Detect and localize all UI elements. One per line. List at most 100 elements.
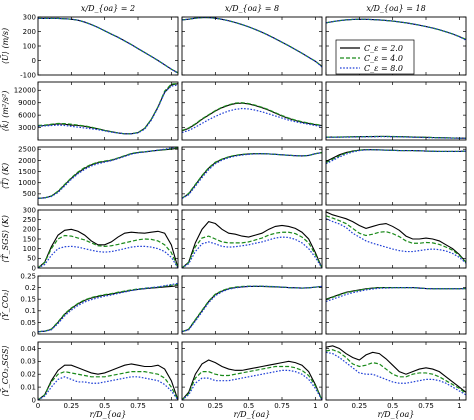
series-line-3-r5-c3	[326, 287, 466, 303]
series-line-3-r3-c2	[182, 151, 322, 199]
y-tick-label: 0	[32, 264, 36, 272]
series-line-2-r5-c3	[326, 287, 466, 301]
y-tick-label: 0.2	[25, 284, 36, 292]
series-line-3-r4-c3	[326, 218, 466, 264]
panel-frame	[37, 341, 179, 401]
y-axis-label-row-2: ⟨k̃⟩ (m²/s²)	[0, 91, 10, 132]
y-tick-label: 0.05	[20, 319, 36, 327]
series-line-3-r6-c3	[326, 351, 466, 396]
series-line-2-r1-c1	[38, 17, 178, 74]
series-line-1-r5-c1	[38, 285, 178, 333]
panel-frame	[181, 81, 323, 141]
series-line-1-r6-c2	[182, 359, 322, 400]
series-line-1-r1-c1	[38, 17, 178, 74]
panel-frame	[325, 146, 467, 206]
panel-frame	[181, 16, 323, 76]
panel-frame	[181, 341, 323, 401]
series-line-1-r2-c2	[182, 102, 322, 132]
series-line-2-r5-c2	[182, 285, 322, 333]
series-line-3-r6-c1	[38, 376, 178, 400]
y-tick-label: 2500	[18, 146, 36, 154]
x-axis-label-col-1: r/D_{oa}	[90, 410, 127, 419]
y-tick-label: 150	[23, 235, 36, 243]
series-line-3-r2-c3	[326, 136, 466, 139]
series-line-2-r4-c3	[326, 215, 466, 263]
series-line-3-r2-c2	[182, 107, 322, 134]
panel-r2-c1: 12000 9000 6000 3000	[14, 81, 179, 141]
y-tick-label: 6000	[18, 112, 36, 120]
panel-r6-c3: 0 0.25 0.5 0.75 1 r/D_{oa}	[324, 341, 467, 419]
y-tick-label: 200	[23, 28, 36, 36]
series-line-1-r1-c3	[326, 18, 466, 40]
panel-r2-c2	[181, 81, 323, 141]
series-line-1-r4-c2	[182, 220, 322, 268]
y-tick-label: -100	[20, 71, 36, 79]
legend-box	[335, 39, 415, 75]
panel-r3-c1: 2500 2000 1500 1000 500	[18, 146, 179, 206]
y-tick-label: 250	[23, 216, 36, 224]
series-line-2-r2-c1	[38, 83, 178, 135]
y-tick-label: 0.25	[20, 272, 36, 280]
series-line-1-r6-c1	[38, 363, 178, 400]
series-line-3-r3-c1	[38, 147, 178, 199]
panel-r1-c1: 300 200 100 0 -100	[20, 13, 179, 79]
legend-label-1: C_ε = 2.0	[364, 44, 403, 53]
y-tick-label: 0.1	[25, 307, 36, 315]
panel-r5-c2	[181, 275, 323, 335]
y-axis-label-row-5: ⟨Ỹ_CO₂⟩	[1, 289, 10, 320]
panel-r5-c1: 0.25 0.2 0.15 0.1 0.05 0	[20, 272, 179, 338]
series-line-2-r2-c2	[182, 102, 322, 132]
series-line-1-r3-c2	[182, 152, 322, 199]
legend-label-3: C_ε = 8.0	[364, 64, 403, 73]
x-tick-label: 0.25	[64, 402, 80, 410]
x-tick-label: 0.75	[274, 402, 290, 410]
panel-frame	[37, 275, 179, 335]
column-title-2: x/D_{oa} = 8	[225, 4, 279, 13]
y-tick-label: 3000	[18, 124, 36, 132]
y-tick-label: 500	[23, 190, 36, 198]
series-line-3-r5-c1	[38, 282, 178, 333]
x-tick-label: 1	[313, 402, 317, 410]
panel-frame	[37, 16, 179, 76]
panel-frame	[37, 146, 179, 206]
x-tick-label: 0.75	[418, 402, 434, 410]
x-tick-label: 0	[324, 402, 328, 410]
y-axis-label-row-1: ⟨Ũ⟩ (m/s)	[1, 28, 10, 64]
series-line-1-r6-c3	[326, 345, 466, 393]
y-tick-label: 50	[27, 255, 36, 263]
x-tick-label: 1	[457, 402, 461, 410]
series-line-2-r4-c2	[182, 231, 322, 268]
y-axis-label-row-6: ⟨Ỹ_CO₂,SGS⟩	[1, 345, 10, 396]
x-tick-label: 0.5	[387, 402, 398, 410]
y-tick-label: 2000	[18, 157, 36, 165]
x-tick-label: 0	[180, 402, 184, 410]
y-axis-label-row-4: ⟨T̃_SGS⟩ (K)	[1, 215, 10, 263]
panel-frame	[37, 81, 179, 141]
panel-r2-c3	[325, 81, 467, 141]
series-line-2-r3-c3	[326, 149, 466, 164]
series-line-3-r1-c3	[326, 18, 466, 41]
legend-label-2: C_ε = 4.0	[364, 54, 403, 63]
series-line-3-r3-c3	[326, 149, 466, 165]
y-tick-label: 0.15	[20, 296, 36, 304]
x-axis-label-col-2: r/D_{oa}	[234, 410, 271, 419]
y-tick-label: 0.03	[20, 358, 36, 366]
x-tick-label: 0	[36, 402, 40, 410]
series-line-2-r6-c1	[38, 371, 178, 400]
y-tick-label: 9000	[18, 99, 36, 107]
x-tick-label: 0.5	[99, 402, 110, 410]
series-line-3-r6-c2	[182, 369, 322, 400]
panel-frame	[181, 275, 323, 335]
y-tick-label: 0	[32, 330, 36, 338]
panel-r6-c2: 0 0.25 0.5 0.75 1 r/D_{oa}	[180, 341, 323, 419]
y-axis-label-row-3: ⟨T̃⟩ (K)	[1, 163, 10, 189]
series-line-2-r6-c2	[182, 365, 322, 400]
series-line-1-r4-c3	[326, 211, 466, 263]
y-tick-label: 0	[32, 396, 36, 404]
y-tick-label: 100	[23, 42, 36, 50]
series-line-3-r4-c2	[182, 236, 322, 268]
x-tick-label: 0.25	[352, 402, 368, 410]
panel-r3-c3	[325, 146, 467, 206]
x-tick-label: 0.25	[208, 402, 224, 410]
